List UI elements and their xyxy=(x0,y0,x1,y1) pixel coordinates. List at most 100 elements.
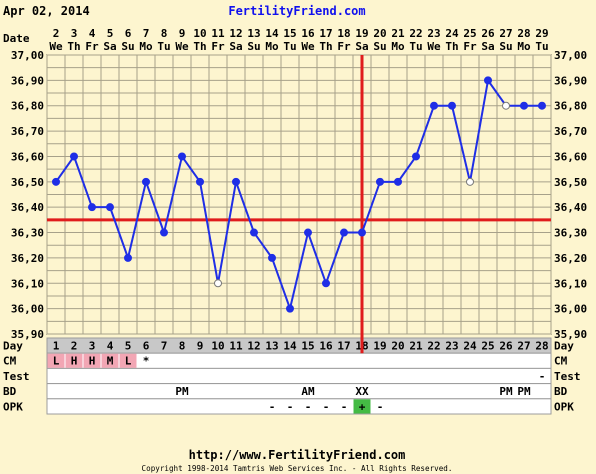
temperature-point xyxy=(520,101,528,110)
bd-value: PM xyxy=(175,385,189,398)
bd-value: AM xyxy=(301,385,315,398)
temperature-point xyxy=(412,152,420,161)
x-tick-date: 20 xyxy=(373,27,386,40)
x-tick-weekday: Sa xyxy=(229,40,242,53)
x-tick-weekday: Mo xyxy=(517,40,531,53)
temperature-line xyxy=(55,77,542,313)
x-tick-weekday: Mo xyxy=(139,40,153,53)
cm-cell xyxy=(65,353,83,368)
cm-value: H xyxy=(89,355,96,368)
bd-value: PM xyxy=(517,385,531,398)
y-tick-label-right: 36,70 xyxy=(554,125,587,138)
cm-cell xyxy=(47,353,65,368)
x-tick-date: 27 xyxy=(499,27,512,40)
temperature-point xyxy=(178,152,186,161)
test-value: - xyxy=(539,370,546,383)
x-tick-weekday: Th xyxy=(445,40,458,53)
x-tick-date: 11 xyxy=(211,27,225,40)
days-value: 21 xyxy=(409,340,423,353)
opk-value: - xyxy=(323,400,330,413)
days-value: 2 xyxy=(71,340,78,353)
days-value: 1 xyxy=(53,340,60,353)
temperature-point xyxy=(196,177,204,186)
temperature-point xyxy=(538,101,546,110)
bd-value: PM xyxy=(499,385,513,398)
opk-value: - xyxy=(269,400,276,413)
temperature-point xyxy=(250,228,258,237)
temperature-point xyxy=(340,228,348,237)
row-label-cm: CM xyxy=(3,355,17,368)
row-test-background xyxy=(46,367,552,385)
temperature-point xyxy=(88,203,96,212)
x-tick-weekday: Sa xyxy=(103,40,116,53)
x-tick-weekday: We xyxy=(427,40,441,53)
days-value: 8 xyxy=(179,340,186,353)
y-tick-label-left: 36,80 xyxy=(11,100,44,113)
row-label-days: Day xyxy=(3,340,23,353)
bd-value: XX xyxy=(355,385,369,398)
cm-value: L xyxy=(53,355,60,368)
x-tick-date: 17 xyxy=(319,27,332,40)
y-tick-label-right: 36,50 xyxy=(554,176,587,189)
days-value: 7 xyxy=(161,340,168,353)
temperature-point xyxy=(304,228,312,237)
temperature-point xyxy=(430,101,438,110)
y-tick-label-right: 36,00 xyxy=(554,303,587,316)
y-tick-label-right: 36,20 xyxy=(554,252,587,265)
y-tick-label-left: 36,00 xyxy=(11,303,44,316)
days-value: 9 xyxy=(197,340,204,353)
days-value: 26 xyxy=(499,340,513,353)
x-tick-date: 3 xyxy=(71,27,78,40)
footer-url[interactable]: http://www.FertilityFriend.com xyxy=(189,448,406,462)
temperature-point xyxy=(106,203,114,212)
days-value: 28 xyxy=(535,340,548,353)
x-tick-weekday: Sa xyxy=(481,40,494,53)
x-tick-date: 26 xyxy=(481,27,495,40)
x-tick-weekday: We xyxy=(175,40,189,53)
cm-value: M xyxy=(107,355,114,368)
y-tick-label-right: 36,40 xyxy=(554,201,587,214)
temperature-point xyxy=(232,177,240,186)
row-bd-background xyxy=(46,383,552,400)
x-tick-date: 28 xyxy=(517,27,530,40)
y-tick-label-left: 36,30 xyxy=(11,227,44,240)
days-value: 5 xyxy=(125,340,132,353)
x-tick-date: 2 xyxy=(53,27,60,40)
x-tick-weekday: Su xyxy=(121,40,134,53)
temperature-point xyxy=(466,177,474,186)
x-tick-weekday: Th xyxy=(67,40,80,53)
x-tick-date: 14 xyxy=(265,27,279,40)
days-value: 23 xyxy=(445,340,458,353)
x-tick-weekday: Fr xyxy=(337,40,351,53)
x-tick-weekday: Mo xyxy=(391,40,405,53)
grid xyxy=(46,54,552,414)
x-tick-date: 16 xyxy=(301,27,315,40)
temperature-point xyxy=(484,76,492,85)
y-tick-label-right: 36,10 xyxy=(554,277,587,290)
y-tick-label-left: 36,40 xyxy=(11,201,44,214)
x-tick-weekday: Su xyxy=(373,40,386,53)
opk-positive-cell xyxy=(353,399,371,414)
temperature-point xyxy=(376,177,384,186)
x-tick-weekday: Tu xyxy=(283,40,296,53)
row-label-right-cm: CM xyxy=(554,355,568,368)
row-label-bd: BD xyxy=(3,385,17,398)
temperature-point xyxy=(268,253,276,262)
opk-value: + xyxy=(359,400,366,413)
opk-value: - xyxy=(341,400,348,413)
row-label-right-bd: BD xyxy=(554,385,568,398)
cm-value: H xyxy=(71,355,78,368)
x-tick-date: 4 xyxy=(89,27,96,40)
x-tick-weekday: Sa xyxy=(355,40,368,53)
days-value: 27 xyxy=(517,340,530,353)
x-tick-weekday: Th xyxy=(193,40,206,53)
temperature-point xyxy=(70,152,78,161)
x-tick-date: 15 xyxy=(283,27,296,40)
days-value: 24 xyxy=(463,340,477,353)
cm-cell xyxy=(101,353,119,368)
days-value: 6 xyxy=(143,340,150,353)
cm-value: * xyxy=(143,355,150,368)
temperature-point xyxy=(394,177,402,186)
days-value: 15 xyxy=(301,340,314,353)
